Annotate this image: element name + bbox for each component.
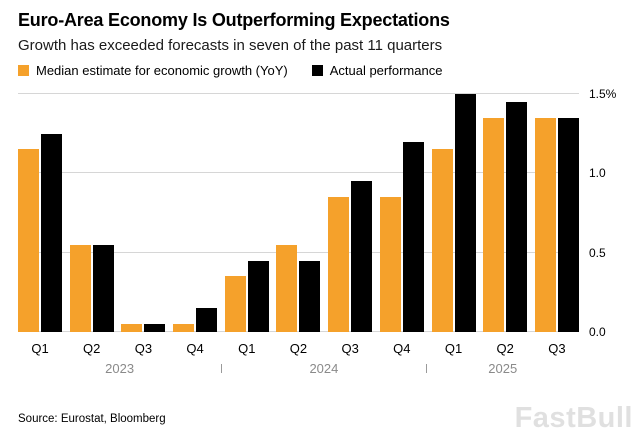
bars bbox=[18, 86, 579, 332]
bar-actual bbox=[41, 133, 62, 332]
year-label: 2025 bbox=[488, 361, 518, 376]
bar-estimate bbox=[328, 197, 350, 332]
bar-actual bbox=[92, 244, 114, 332]
plot-area bbox=[18, 86, 579, 332]
bar-estimate bbox=[276, 244, 298, 332]
x-axis-label: Q2 bbox=[289, 341, 308, 356]
x-axis-label: Q4 bbox=[393, 341, 411, 356]
bar-group bbox=[121, 86, 166, 332]
bar-estimate bbox=[69, 244, 91, 332]
legend: Median estimate for economic growth (YoY… bbox=[18, 63, 625, 78]
bar-group bbox=[431, 86, 476, 332]
gridline bbox=[18, 92, 579, 94]
legend-label: Actual performance bbox=[329, 63, 443, 78]
x-axis: Q1 Q2 Q3 Q4 Q1 Q2 Q3 Q4 Q1 Q2 Q3 bbox=[18, 341, 625, 356]
bar-group bbox=[379, 86, 424, 332]
bar-group bbox=[18, 86, 62, 332]
x-axis-label: Q3 bbox=[134, 341, 153, 356]
x-axis-label: Q2 bbox=[496, 341, 514, 356]
bar-actual bbox=[506, 101, 528, 332]
bar-estimate bbox=[173, 324, 195, 332]
year-label: 2024 bbox=[309, 361, 339, 376]
legend-swatch bbox=[311, 65, 323, 76]
bar-estimate bbox=[534, 117, 556, 332]
legend-item: Actual performance bbox=[311, 63, 443, 78]
x-axis-label: Q1 bbox=[444, 341, 463, 356]
source-text: Source: Eurostat, Bloomberg bbox=[18, 413, 166, 425]
gridline bbox=[18, 331, 579, 332]
bar-estimate bbox=[121, 324, 143, 332]
year-divider bbox=[425, 364, 427, 373]
bar-estimate bbox=[224, 276, 246, 332]
y-axis-label: 1.0 bbox=[589, 166, 606, 181]
x-axis-label: Q3 bbox=[548, 341, 566, 356]
bar-actual bbox=[247, 260, 269, 332]
legend-label: Median estimate for economic growth (YoY… bbox=[36, 63, 288, 78]
x-axis-label: Q2 bbox=[83, 341, 101, 356]
bar-group bbox=[328, 86, 373, 332]
bar-actual bbox=[144, 324, 166, 332]
bar-actual bbox=[402, 141, 424, 332]
x-axis-label: Q1 bbox=[31, 341, 49, 356]
x-axis-label: Q4 bbox=[186, 341, 204, 356]
bar-group bbox=[276, 86, 321, 332]
y-axis-label: 0.5 bbox=[589, 245, 606, 260]
year-axis: 2023 2024 2025 bbox=[18, 361, 625, 376]
bar-actual bbox=[454, 93, 476, 332]
bar-group bbox=[534, 86, 579, 332]
x-axis-label: Q1 bbox=[238, 341, 256, 356]
year-divider bbox=[221, 364, 223, 373]
gridline bbox=[18, 251, 579, 253]
bar-group bbox=[483, 86, 528, 332]
chart-title: Euro-Area Economy Is Outperforming Expec… bbox=[18, 10, 450, 30]
bar-estimate bbox=[379, 197, 401, 332]
y-axis-label: 0.0 bbox=[589, 325, 606, 339]
legend-item: Median estimate for economic growth (YoY… bbox=[18, 63, 288, 78]
plot-wrap: 0.0 0.5 1.0 1.5% bbox=[18, 86, 625, 338]
watermark: FastBull bbox=[514, 402, 633, 434]
bar-estimate bbox=[18, 149, 39, 332]
x-axis-label: Q3 bbox=[341, 341, 359, 356]
legend-swatch bbox=[18, 65, 29, 76]
bar-actual bbox=[351, 181, 373, 332]
gridline bbox=[18, 172, 579, 174]
bar-group bbox=[173, 86, 218, 332]
y-axis-label: 1.5% bbox=[589, 86, 617, 101]
bar-actual bbox=[557, 117, 579, 332]
bar-actual bbox=[299, 260, 321, 332]
bar-group bbox=[69, 86, 114, 332]
bar-group bbox=[224, 86, 269, 332]
bar-estimate bbox=[483, 117, 505, 332]
year-label: 2023 bbox=[105, 361, 135, 376]
chart-subtitle: Growth has exceeded forecasts in seven o… bbox=[18, 37, 443, 54]
bar-actual bbox=[196, 308, 218, 332]
bar-estimate bbox=[431, 149, 453, 332]
